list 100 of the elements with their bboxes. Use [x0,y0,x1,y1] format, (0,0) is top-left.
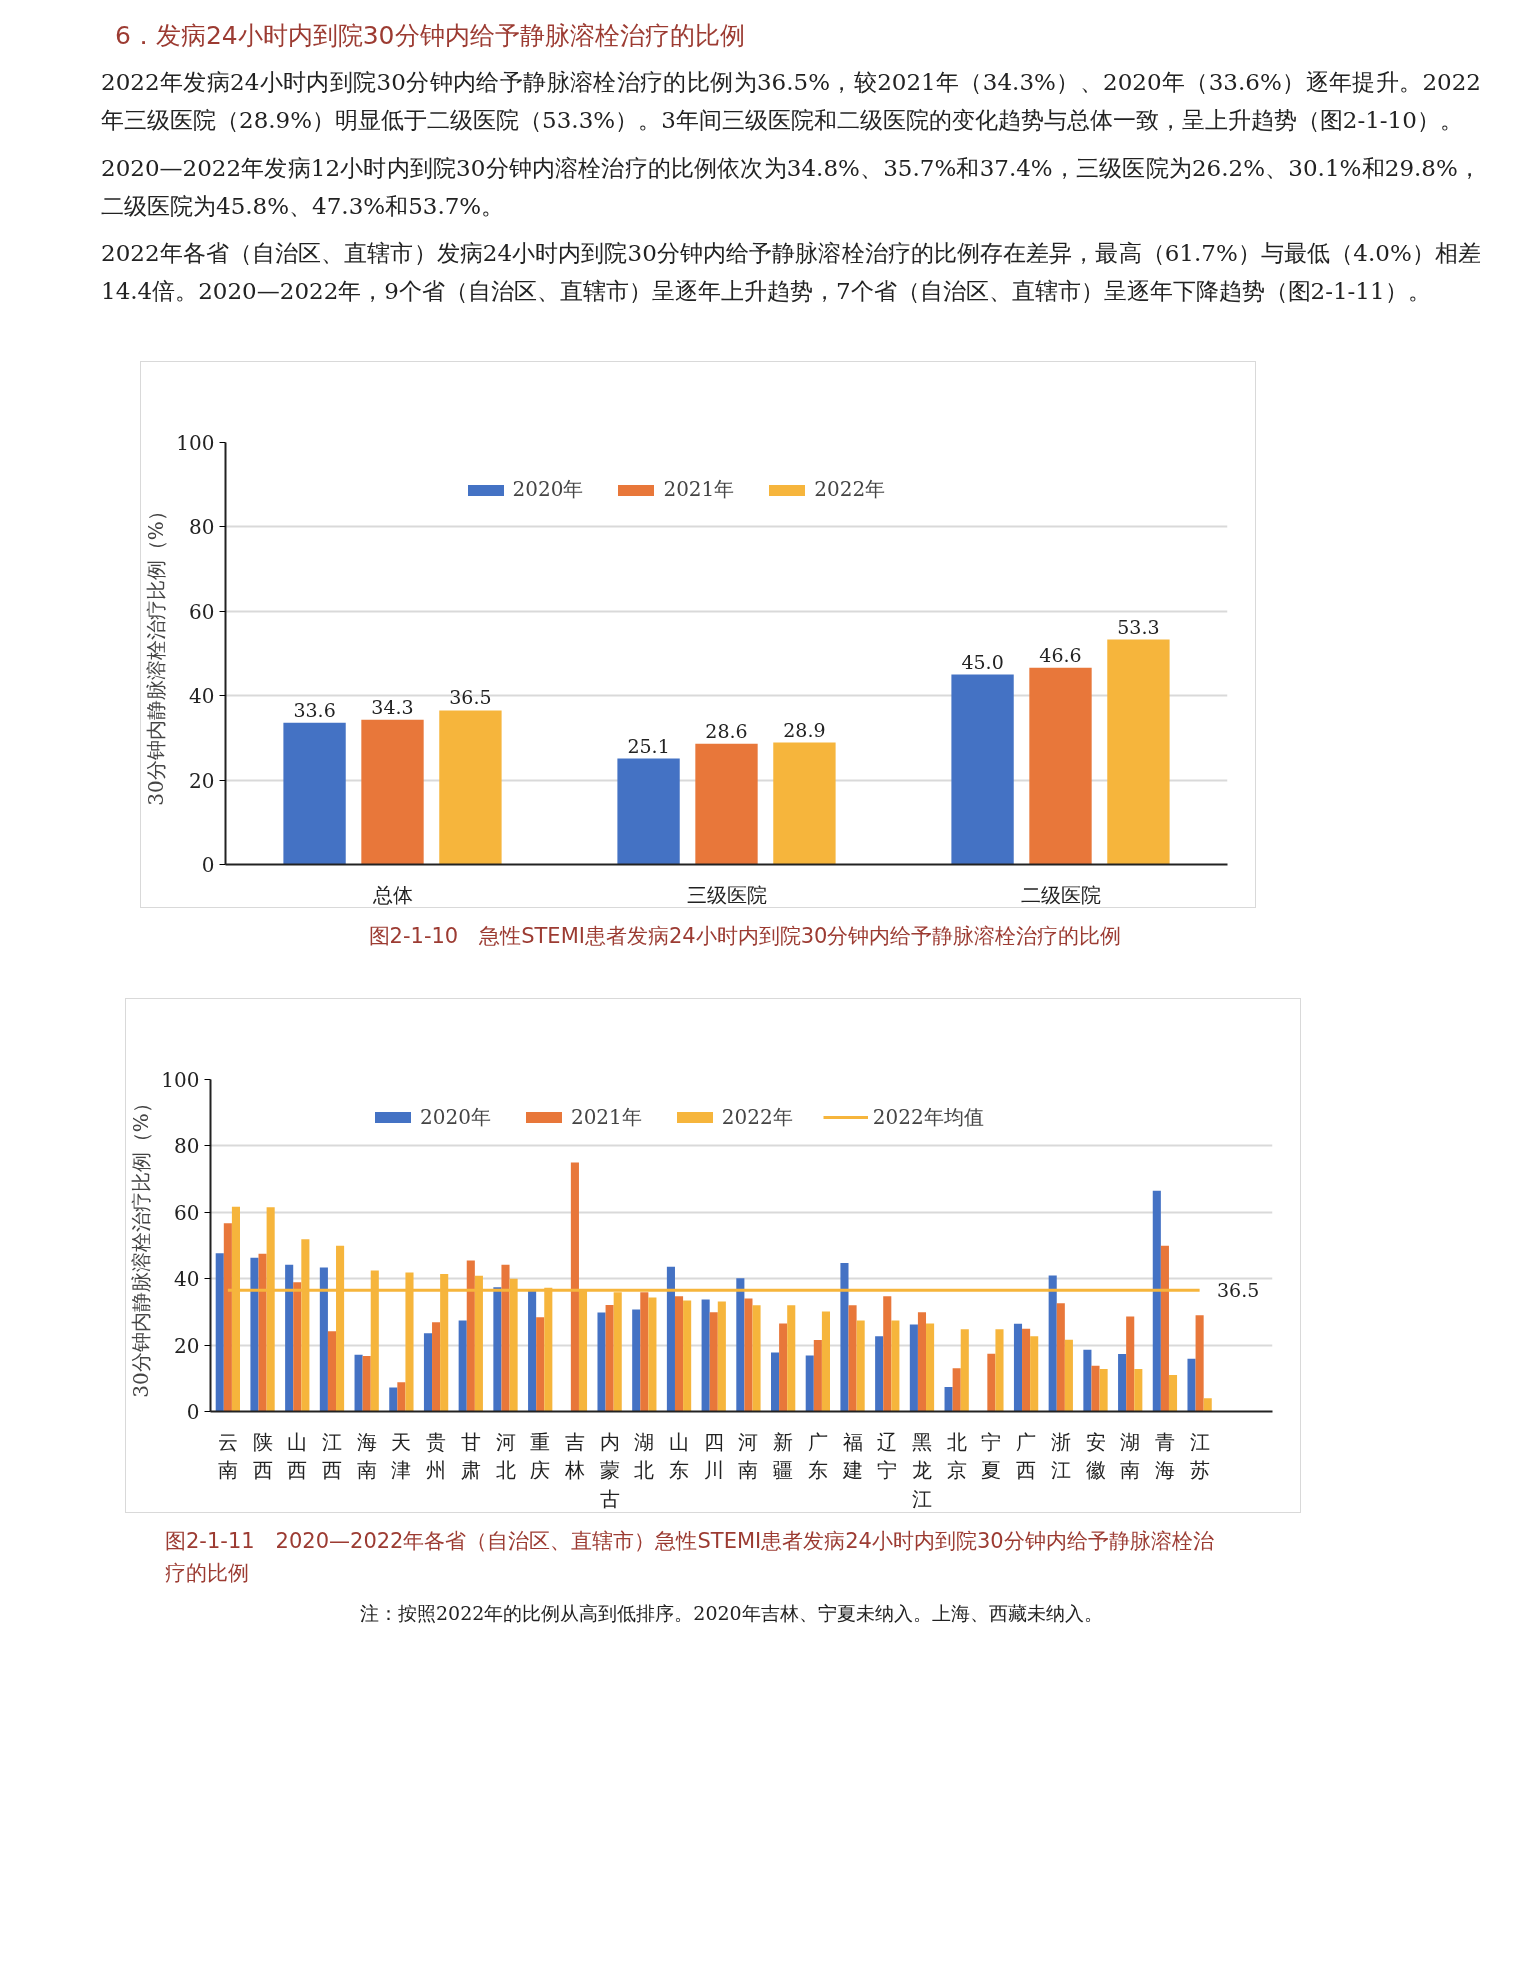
bar [917,1312,927,1412]
bar [1168,1374,1178,1412]
bar [666,1266,675,1412]
x-tick-label: 陕西 [252,1429,273,1483]
data-label: 28.6 [705,720,748,743]
bar [926,1323,935,1412]
bar [736,1278,745,1412]
bar [1107,639,1170,865]
x-tick-label: 三级医院 [686,882,767,907]
x-tick-label: 海南 [356,1429,377,1483]
bar [648,1297,657,1412]
bar [1083,1349,1092,1412]
bar [293,1282,302,1412]
bar [840,1262,849,1412]
bar [752,1305,761,1412]
bar [771,1352,780,1412]
bar [223,1223,232,1412]
x-tick-label: 江西 [321,1429,342,1483]
bar [597,1312,606,1412]
x-tick-label: 山西 [287,1429,308,1483]
bar [951,674,1014,865]
bar [570,1162,579,1412]
x-tick-label: 湖南 [1120,1429,1141,1483]
bar [466,1260,475,1412]
bar [779,1323,788,1412]
bar [361,720,424,865]
bar [709,1312,718,1412]
bar [856,1320,865,1412]
y-tick-label: 60 [189,600,215,625]
bar [439,710,502,865]
legend-label: 2021年 [663,476,735,504]
bar [944,1386,953,1412]
bar [617,758,680,865]
data-label: 36.5 [449,686,492,709]
bar [536,1317,545,1412]
bar [640,1292,649,1412]
data-label: 45.0 [961,650,1004,673]
x-tick-label: 黑龙江 [911,1429,932,1511]
y-axis-title: 30分钟内静脉溶栓治疗比例（%） [129,1093,154,1398]
x-tick-label: 辽宁 [877,1429,898,1483]
y-tick-label: 80 [174,1134,200,1159]
data-label: 53.3 [1117,615,1160,638]
legend-label: 2022年 [721,1103,793,1131]
bar [283,723,346,865]
bar [1030,1336,1039,1412]
text: 图2-1-10 急性STEMI患者发病24小时内到院30分钟内给予静脉溶栓治疗的比例 [368,923,1122,951]
x-tick-label: 江苏 [1189,1429,1210,1483]
bar [1013,1323,1023,1412]
bar [683,1300,692,1412]
x-tick-label: 青海 [1154,1429,1175,1483]
bar [1029,668,1092,865]
y-tick-label: 100 [176,431,215,456]
bar [458,1320,467,1412]
bar [891,1320,900,1412]
y-tick-label: 40 [174,1267,200,1292]
x-tick-label: 天津 [391,1429,412,1483]
x-tick-label: 重庆 [530,1429,551,1483]
bar [354,1354,363,1412]
bar [787,1305,796,1412]
data-label: 46.6 [1039,644,1082,667]
bar [1203,1398,1212,1412]
x-tick-label: 内蒙古 [599,1429,620,1511]
bar [848,1305,857,1412]
x-tick-label: 北京 [946,1429,967,1483]
bar [1118,1353,1127,1412]
bar [397,1382,406,1412]
bar [1091,1365,1100,1412]
x-tick-label: 安徽 [1085,1429,1106,1483]
y-tick-label: 60 [174,1200,200,1225]
x-tick-label: 总体 [371,882,413,907]
bar [1152,1190,1161,1412]
bar [327,1331,337,1412]
x-tick-label: 四川 [703,1429,724,1483]
bar [1134,1368,1143,1412]
bar [1126,1316,1135,1412]
bar [805,1355,814,1412]
text: 2022年发病24小时内到院30分钟内给予静脉溶栓治疗的比例为36.5%，较2021年（34.3%）、2020年（33.6%）逐年提升。2022年三级医院（28.9%）明显低于二级医院（53.3%）。3年间三级医院和二级医院的变化趋势与总体一致，呈上升趋势（图2-1-10）。 [101,67,1481,135]
x-tick-label: 山东 [669,1429,690,1483]
x-tick-label: 宁夏 [981,1429,1002,1483]
bar [1048,1275,1057,1412]
bar [717,1301,726,1412]
bar [987,1353,996,1412]
x-tick-label: 吉林 [563,1429,585,1483]
x-tick-label: 新疆 [773,1429,794,1483]
bar [875,1336,884,1412]
text: 2020—2022年发病12小时内到院30分钟内溶栓治疗的比例依次为34.8%、35.7%和37.4%，三级医院为26.2%、30.1%和29.8%，二级医院为45.8%、47.3%和53.7%。 [101,153,1481,221]
y-tick-label: 80 [189,515,215,540]
bar [215,1253,224,1412]
bar [773,742,836,865]
data-label: 28.9 [783,718,826,741]
text: 2022年各省（自治区、直辖市）发病24小时内到院30分钟内给予静脉溶栓治疗的比例存在差异，最高（61.7%）与最低（4.0%）相差14.4倍。2020—2022年，9个省（自治区、直辖市）呈逐年上升趋势，7个省（自治区、直辖市）呈逐年下降趋势（图2-1-11）。 [101,239,1481,307]
x-tick-label: 贵州 [426,1429,447,1483]
bar [1195,1315,1204,1412]
x-tick-label: 福建 [841,1429,863,1483]
x-tick-label: 河南 [738,1429,759,1483]
bar [960,1329,969,1412]
bar [528,1290,537,1412]
y-axis-title: 30分钟内静脉溶栓治疗比例（%） [144,501,169,807]
y-tick-label: 40 [189,684,215,709]
bar [909,1324,918,1412]
